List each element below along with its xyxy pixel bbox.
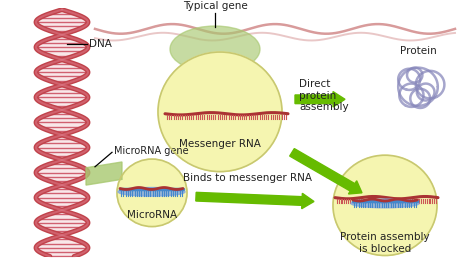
Text: Protein assembly
is blocked: Protein assembly is blocked	[340, 232, 429, 254]
FancyArrow shape	[196, 192, 313, 209]
Circle shape	[157, 52, 281, 172]
Polygon shape	[86, 162, 122, 185]
Text: MicroRNA gene: MicroRNA gene	[114, 146, 188, 156]
Text: Direct
protein
assembly: Direct protein assembly	[298, 79, 348, 112]
FancyArrow shape	[289, 149, 361, 194]
Text: DNA: DNA	[89, 39, 112, 49]
Circle shape	[117, 159, 187, 227]
Ellipse shape	[118, 188, 185, 196]
FancyArrow shape	[294, 92, 344, 107]
Text: Binds to messenger RNA: Binds to messenger RNA	[183, 173, 312, 183]
Ellipse shape	[170, 26, 259, 72]
Ellipse shape	[350, 199, 418, 208]
Text: Messenger RNA: Messenger RNA	[179, 139, 260, 149]
Text: Typical gene: Typical gene	[182, 1, 247, 11]
Text: Protein: Protein	[399, 46, 436, 56]
Circle shape	[332, 155, 436, 255]
Text: MicroRNA: MicroRNA	[127, 210, 177, 220]
